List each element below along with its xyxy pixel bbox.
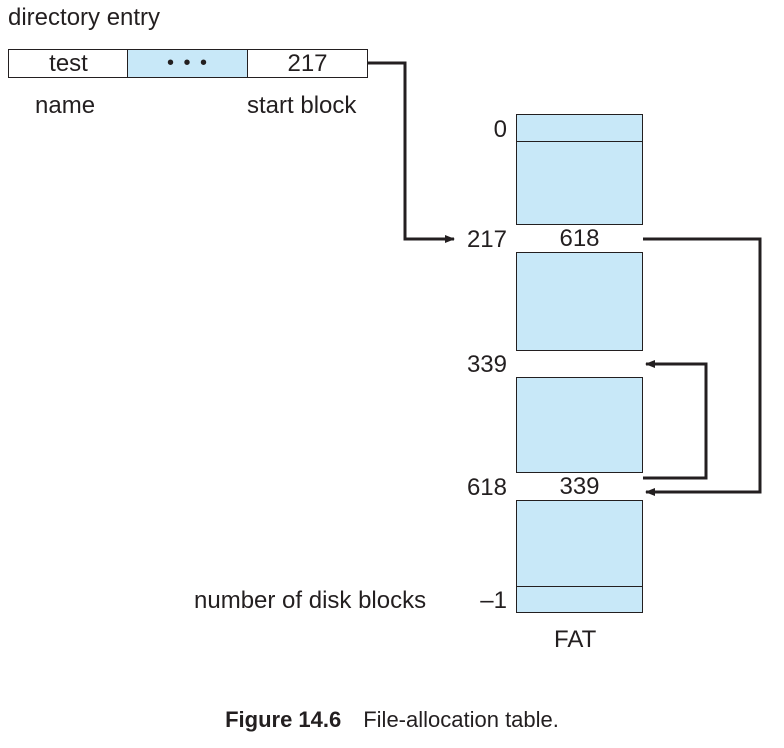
start-block-field: 217 [247, 49, 368, 78]
arrow-start-to-217 [368, 61, 455, 243]
fat-row-0 [516, 114, 643, 142]
fat-index-last: –1 [480, 587, 507, 614]
name-caption: name [35, 92, 96, 119]
directory-entry-label: directory entry [8, 4, 161, 31]
fat-row-last [516, 586, 643, 613]
start-block-caption: start block [247, 92, 357, 119]
figure-number: Figure 14.6 [225, 707, 342, 732]
figure-title: File-allocation table. [363, 707, 559, 732]
arrow-217-to-618 [643, 237, 762, 496]
fat-row-217: 618 [516, 224, 643, 253]
number-of-disk-blocks-label: number of disk blocks [194, 587, 427, 614]
fat-row-339 [516, 350, 643, 378]
name-field: test [8, 49, 129, 78]
fat-index-217: 217 [466, 226, 507, 253]
fat-index-618: 618 [466, 474, 507, 501]
figure-caption: Figure 14.6 File-allocation table. [0, 706, 784, 734]
fat-index-0: 0 [493, 116, 507, 143]
arrow-618-to-339 [643, 360, 708, 480]
fat-label: FAT [554, 626, 597, 653]
fat-index-339: 339 [466, 351, 507, 378]
fat-row-618: 339 [516, 472, 643, 501]
